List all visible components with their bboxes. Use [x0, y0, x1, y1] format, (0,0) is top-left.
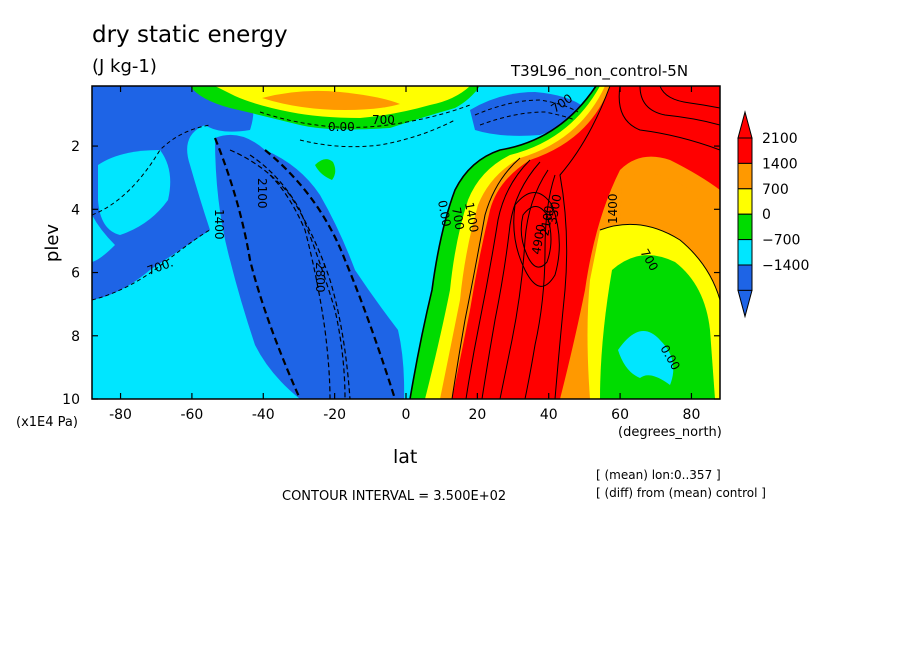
- colorbar-label: 0: [762, 207, 771, 223]
- contour-upper-2: [299, 119, 456, 148]
- y-tick-label: 6: [71, 266, 80, 282]
- colorbar-swatch: [737, 188, 753, 215]
- x-tick-label: -40: [252, 407, 275, 423]
- x-axis-label: lat: [393, 446, 418, 468]
- x-tick-label: 0: [402, 407, 411, 423]
- contour-label: 4900: [529, 223, 548, 256]
- fill-blue-upper-mid: [470, 92, 585, 136]
- contour-south-2: [249, 154, 346, 399]
- fill-south-blue-core: [215, 134, 405, 399]
- fill-north-red: [452, 86, 720, 399]
- run-label: T39L96_non_control-5N: [511, 62, 689, 80]
- mean-note: [ (mean) lon:0..357 ]: [596, 468, 721, 482]
- plot-fills: [92, 86, 720, 399]
- contour-label: 1400: [606, 193, 620, 224]
- contour-north-5: [524, 174, 556, 399]
- contour-south-4: [213, 137, 302, 399]
- y-tick-label: 8: [71, 329, 80, 345]
- chart-title: dry static energy: [92, 22, 288, 48]
- colorbar-label: 2100: [762, 131, 798, 147]
- contour-north-2: [465, 159, 531, 399]
- colorbar-swatch: [737, 137, 753, 164]
- contour-south-7: [92, 229, 211, 301]
- y-axis-unit: (x1E4 Pa): [16, 415, 78, 430]
- chart-units: (J kg-1): [92, 56, 157, 77]
- colorbar-bottom-arrow: [737, 289, 753, 319]
- contour-label: 700: [449, 206, 467, 231]
- x-tick-label: -80: [109, 407, 132, 423]
- x-tick-label: -20: [323, 407, 346, 423]
- colorbar-label: 1400: [762, 156, 798, 172]
- x-tick-label: 80: [683, 407, 701, 423]
- contour-lines: [92, 86, 720, 399]
- contour-upper-1: [259, 104, 471, 128]
- contour-upper-4: [479, 111, 576, 126]
- contour-north-3: [481, 161, 541, 399]
- contour-south-1: [229, 149, 351, 399]
- colorbar-label: −1400: [762, 258, 809, 274]
- x-tick-label: 40: [540, 407, 558, 423]
- contour-label: 3500: [545, 193, 564, 226]
- fill-upper-orange: [262, 90, 400, 110]
- contour-north-6: [554, 86, 611, 399]
- contour-interval-label: CONTOUR INTERVAL = 3.500E+02: [282, 489, 507, 504]
- contour-south-3: [269, 174, 331, 399]
- colorbar-swatch: [737, 239, 753, 266]
- contour-northeast-2: [639, 86, 720, 126]
- contour-label: 0.00: [328, 120, 355, 134]
- colorbar-label: −700: [762, 233, 800, 249]
- y-axis: 2 4 6 8 10: [62, 139, 720, 408]
- diff-note: [ (diff) from (mean) control ]: [596, 486, 766, 500]
- y-tick-label: 10: [62, 392, 80, 408]
- contour-northeast-1: [618, 86, 720, 151]
- colorbar-label: 700: [762, 182, 789, 198]
- fill-cyan-left-edge: [92, 215, 115, 262]
- contour-label: 1400: [212, 209, 226, 240]
- contour-north-1: [451, 157, 521, 399]
- fill-northeast-cyan: [618, 331, 674, 385]
- contour-north-core: [513, 192, 560, 287]
- colorbar-swatch: [737, 162, 753, 190]
- contour-north-core-2: [520, 206, 552, 268]
- contour-south-5: [264, 149, 397, 399]
- contour-label: 700: [372, 113, 395, 127]
- contour-zero: [409, 86, 597, 399]
- fill-green-patch: [315, 159, 336, 180]
- contour-label: 0.00: [435, 199, 453, 228]
- y-tick-label: 4: [71, 202, 80, 218]
- colorbar-swatch: [737, 264, 753, 291]
- contour-south-6: [92, 124, 211, 216]
- contour-label: 1400: [462, 201, 481, 234]
- contour-north-4: [499, 169, 549, 399]
- x-axis-unit: (degrees_north): [618, 425, 722, 440]
- x-axis: -80 -60 -40 -20 0 20 40 60 80: [109, 86, 700, 423]
- x-tick-label: 20: [468, 407, 486, 423]
- contour-label: 2800: [313, 262, 327, 293]
- contour-northeast-4: [599, 223, 720, 301]
- y-axis-label: plev: [42, 224, 63, 263]
- contour-label: 2100: [255, 178, 269, 209]
- x-tick-label: -60: [180, 407, 203, 423]
- fill-cyan-island-west: [98, 150, 171, 235]
- colorbar-top-arrow: [737, 110, 753, 139]
- x-tick-label: 60: [611, 407, 629, 423]
- fill-south-blue-west: [92, 86, 254, 300]
- contour-northeast-3: [659, 86, 720, 109]
- colorbar: 2100 1400 700 0 −700 −1400: [737, 110, 809, 319]
- colorbar-swatch: [737, 213, 753, 241]
- y-tick-label: 2: [71, 139, 80, 155]
- contour-label: 2100: [537, 205, 556, 238]
